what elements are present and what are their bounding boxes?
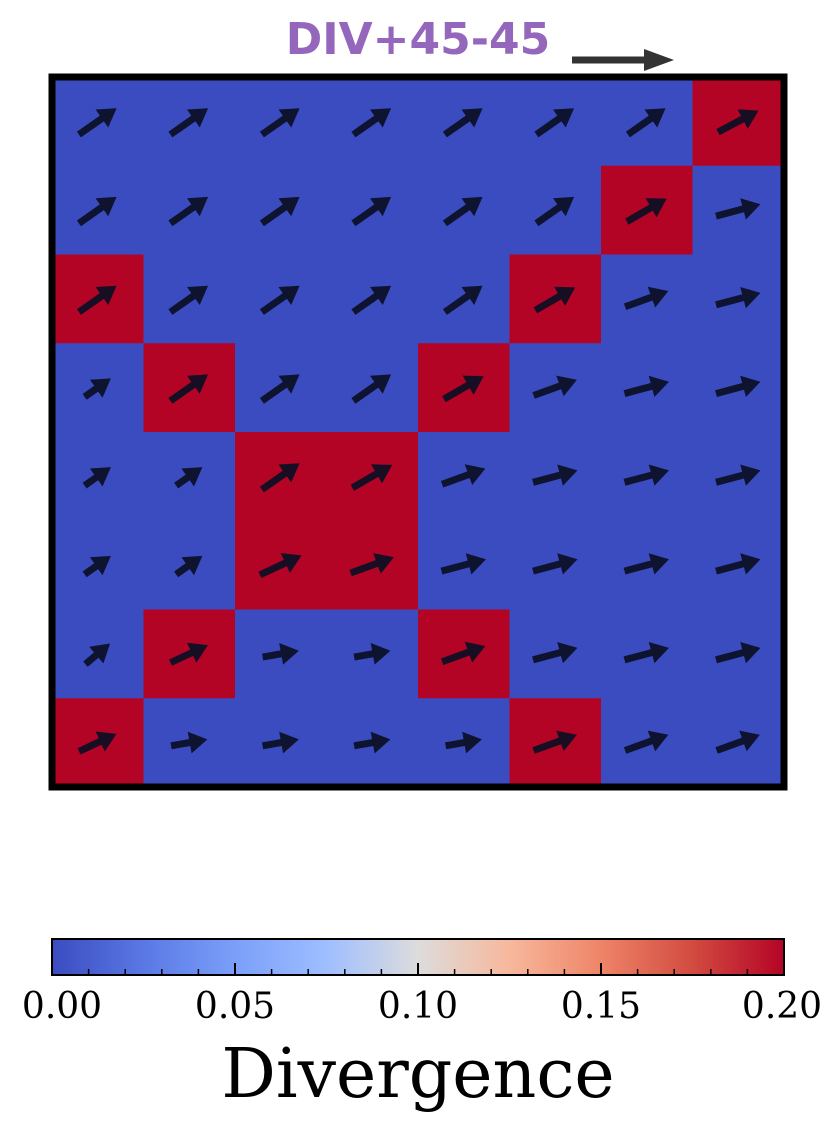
vector-arrow xyxy=(623,553,669,575)
vector-arrow xyxy=(82,467,111,489)
colorbar-ticks: 0.00 0.05 0.10 0.15 0.20 xyxy=(22,963,822,1027)
vector-arrow xyxy=(349,553,394,577)
vector-arrow xyxy=(440,553,486,575)
vector-arrow xyxy=(625,198,667,225)
vector-arrow xyxy=(170,731,208,754)
heatmap-cells xyxy=(52,77,785,788)
vector-arrow xyxy=(168,285,209,315)
vector-arrow xyxy=(532,642,578,664)
vector-arrow xyxy=(715,730,760,754)
vector-arrow xyxy=(623,375,669,397)
vector-arrow xyxy=(716,109,759,136)
vector-arrow xyxy=(534,196,575,227)
vector-arrow xyxy=(715,553,761,575)
vector-arrow xyxy=(442,375,484,403)
vector-arrow xyxy=(259,463,300,493)
vector-arrow xyxy=(623,730,669,754)
vector-arrow xyxy=(262,643,299,665)
colorbar-tick-label: 0.00 xyxy=(22,986,102,1027)
vector-arrow xyxy=(262,731,299,754)
vector-arrow xyxy=(532,553,578,575)
vector-arrow xyxy=(625,108,666,138)
vector-arrow xyxy=(353,643,391,665)
vector-arrow xyxy=(445,731,482,754)
vector-arrow xyxy=(76,108,117,138)
vector-arrow xyxy=(353,731,391,754)
vector-arrow xyxy=(532,375,577,399)
vector-arrow xyxy=(351,374,392,404)
vector-arrow xyxy=(623,464,669,486)
direction-indicator-arrow xyxy=(572,49,674,71)
vector-arrow xyxy=(258,553,302,578)
vector-arrow xyxy=(259,196,300,227)
vector-arrow xyxy=(534,108,575,138)
colorbar: 0.00 0.05 0.10 0.15 0.20 Divergence xyxy=(22,938,822,1114)
vector-arrow xyxy=(715,198,761,220)
vector-arrow xyxy=(440,464,486,488)
vector-arrow xyxy=(715,375,761,397)
quiver-arrows xyxy=(76,108,761,755)
vector-arrow xyxy=(168,374,209,404)
vector-arrow xyxy=(259,285,300,315)
vector-arrow xyxy=(715,287,761,309)
vector-arrow xyxy=(442,196,483,227)
vector-arrow xyxy=(442,108,483,138)
vector-arrow xyxy=(532,730,577,754)
vector-arrow xyxy=(168,196,209,227)
vector-arrow xyxy=(533,286,576,314)
colorbar-tick-label: 0.10 xyxy=(378,986,458,1027)
chart-title: DIV+45-45 xyxy=(286,14,551,65)
vector-arrow xyxy=(715,464,761,486)
colorbar-tick-label: 0.05 xyxy=(195,986,275,1027)
vector-arrow xyxy=(440,641,486,665)
vector-arrow xyxy=(76,285,117,315)
vector-arrow xyxy=(174,555,203,578)
vector-arrow xyxy=(623,642,669,664)
colorbar-tick-label: 0.20 xyxy=(742,986,822,1027)
vector-arrow xyxy=(259,108,300,138)
vector-arrow xyxy=(82,378,111,400)
vector-arrow xyxy=(715,642,761,664)
vector-arrow xyxy=(351,196,392,227)
vector-arrow xyxy=(77,731,117,755)
vector-arrow xyxy=(259,374,300,404)
vector-arrow xyxy=(532,464,578,486)
plot-frame xyxy=(48,73,788,791)
vector-arrow xyxy=(350,464,393,491)
colorbar-tick-label: 0.15 xyxy=(561,986,641,1027)
vector-arrow xyxy=(351,285,392,315)
colorbar-label: Divergence xyxy=(221,1035,614,1114)
vector-arrow xyxy=(169,642,208,666)
vector-arrow xyxy=(168,108,209,138)
vector-arrow xyxy=(174,467,203,489)
vector-arrow xyxy=(76,196,117,227)
vector-arrow xyxy=(351,108,392,138)
vector-arrow xyxy=(82,555,111,578)
vector-arrow xyxy=(83,643,111,667)
vector-arrow xyxy=(623,286,669,310)
vector-arrow xyxy=(442,285,483,315)
